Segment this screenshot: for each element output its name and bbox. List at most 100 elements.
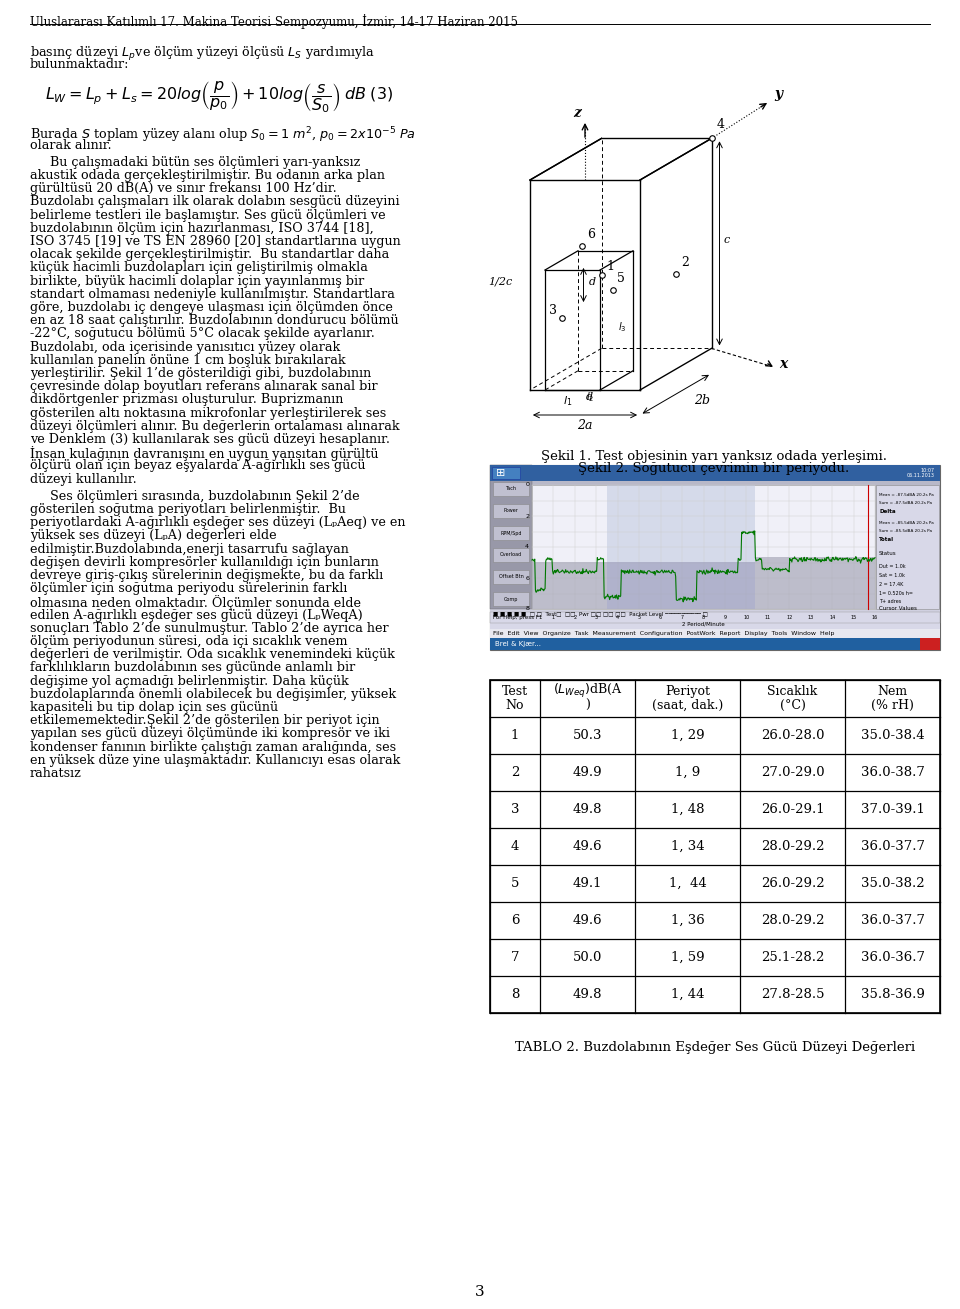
Text: göre, buzdolabı iç dengeye ulaşması için ölçümden önce: göre, buzdolabı iç dengeye ulaşması için…: [30, 301, 393, 314]
Text: Burada $S$ toplam yüzey alanı olup $S_0=1$ $m^2$, $p_0=2x10^{-5}$ $Pa$: Burada $S$ toplam yüzey alanı olup $S_0=…: [30, 126, 416, 145]
Text: periyotlardaki A-ağırlıklı eşdeğer ses düzeyi (LₚAeq) ve en: periyotlardaki A-ağırlıklı eşdeğer ses d…: [30, 516, 405, 529]
Text: 10: 10: [743, 615, 750, 620]
Text: 49.1: 49.1: [573, 877, 602, 890]
Text: 9: 9: [724, 615, 727, 620]
Text: 16: 16: [872, 615, 878, 620]
Bar: [608, 486, 755, 609]
Text: 28.0-29.2: 28.0-29.2: [760, 914, 825, 927]
Text: değerleri de verilmiştir. Oda sıcaklık venemindeki küçük: değerleri de verilmiştir. Oda sıcaklık v…: [30, 648, 395, 661]
Text: 28.0-29.2: 28.0-29.2: [760, 840, 825, 853]
Text: Tach: Tach: [506, 487, 516, 491]
Text: değişen devirli kompresörler kullanıldığı için bunların: değişen devirli kompresörler kullanıldığ…: [30, 556, 379, 569]
Bar: [608, 562, 755, 609]
Text: Status: Status: [879, 551, 897, 556]
Text: 4: 4: [716, 118, 725, 131]
Text: kondenser fanının birlikte çalıştığı zaman aralığında, ses: kondenser fanının birlikte çalıştığı zam…: [30, 741, 396, 754]
Text: $L_W = L_p + L_s = 20log\left(\dfrac{p}{p_0}\right) + 10log\left(\dfrac{s}{S_0}\: $L_W = L_p + L_s = 20log\left(\dfrac{p}{…: [45, 80, 394, 115]
Text: gürültüsü 20 dB(A) ve sınır frekansı 100 Hz’dir.: gürültüsü 20 dB(A) ve sınır frekansı 100…: [30, 182, 337, 195]
Text: 49.6: 49.6: [573, 914, 602, 927]
Text: Bu çalışmadaki bütün ses ölçümleri yarı-yanksız: Bu çalışmadaki bütün ses ölçümleri yarı-…: [30, 156, 360, 169]
Text: Şekil 2. Soğutucu çevrimin bir periyodu.: Şekil 2. Soğutucu çevrimin bir periyodu.: [578, 462, 850, 475]
Text: ölçümler için soğutma periyodu sürelerinin farklı: ölçümler için soğutma periyodu sürelerin…: [30, 583, 348, 596]
Text: 26.0-28.0: 26.0-28.0: [760, 729, 825, 742]
Text: (°C): (°C): [780, 699, 805, 712]
Text: Buzdolabı çalışmaları ilk olarak dolabın sesgücü düzeyini: Buzdolabı çalışmaları ilk olarak dolabın…: [30, 195, 399, 208]
Text: 3: 3: [475, 1285, 485, 1299]
Text: 5: 5: [511, 877, 519, 890]
Text: 1: 1: [607, 260, 614, 274]
Text: 50.3: 50.3: [573, 729, 602, 742]
Text: 2: 2: [681, 257, 688, 270]
Text: $(L_{Weq})$dB(A: $(L_{Weq})$dB(A: [553, 682, 622, 700]
Text: standart olmaması nedeniyle kullanılmıştır. Standartlara: standart olmaması nedeniyle kullanılmışt…: [30, 288, 395, 301]
Bar: [493, 504, 529, 518]
Text: etkilememektedir.Şekil 2’de gösterilen bir periyot için: etkilememektedir.Şekil 2’de gösterilen b…: [30, 715, 379, 728]
Bar: [755, 556, 875, 609]
Text: Mean = -85.5dBA 20.2s Pa: Mean = -85.5dBA 20.2s Pa: [879, 521, 934, 525]
Text: 36.0-37.7: 36.0-37.7: [860, 914, 924, 927]
Text: yüksek ses düzeyi (LₚA) değerleri elde: yüksek ses düzeyi (LₚA) değerleri elde: [30, 529, 276, 542]
Text: 4: 4: [616, 615, 619, 620]
Text: 7: 7: [511, 952, 519, 963]
Text: Şekil 1. Test objesinin yarı yanksız odada yerleşimi.: Şekil 1. Test objesinin yarı yanksız oda…: [541, 450, 887, 463]
Text: Ses ölçümleri sırasında, buzdolabının Şekil 2’de: Ses ölçümleri sırasında, buzdolabının Şe…: [30, 490, 360, 503]
Text: değişime yol açmadığı belirlenmiştir. Daha küçük: değişime yol açmadığı belirlenmiştir. Da…: [30, 674, 348, 687]
Bar: [876, 486, 939, 609]
Text: 6: 6: [525, 576, 529, 580]
Text: farklılıkların buzdolabının ses gücünde anlamlı bir: farklılıkların buzdolabının ses gücünde …: [30, 661, 355, 674]
Text: kapasiteli bu tip dolap için ses gücünü: kapasiteli bu tip dolap için ses gücünü: [30, 702, 278, 713]
Text: $l_3$: $l_3$: [618, 319, 627, 334]
Bar: [490, 619, 940, 630]
Text: z: z: [573, 106, 581, 120]
Bar: [490, 630, 940, 637]
Text: y: y: [775, 88, 782, 101]
Text: Periyot: Periyot: [665, 685, 710, 698]
Bar: [532, 486, 875, 609]
Text: 4: 4: [525, 545, 529, 550]
Text: ⊞: ⊞: [496, 469, 505, 478]
Bar: [920, 637, 940, 651]
Text: 1/2c: 1/2c: [488, 278, 512, 287]
Bar: [493, 548, 529, 562]
Text: For Help, press F1: For Help, press F1: [493, 615, 542, 620]
Text: 36.0-38.7: 36.0-38.7: [860, 766, 924, 779]
Text: Offset Btn: Offset Btn: [498, 575, 523, 580]
Text: 6: 6: [660, 615, 662, 620]
Text: 4: 4: [511, 840, 519, 853]
Text: 7: 7: [681, 615, 684, 620]
Bar: [493, 592, 529, 606]
Text: Uluslararası Katılımlı 17. Makina Teorisi Sempozyumu, İzmir, 14-17 Haziran 2015: Uluslararası Katılımlı 17. Makina Teoris…: [30, 14, 518, 29]
Text: 1, 9: 1, 9: [675, 766, 700, 779]
Bar: [490, 465, 940, 651]
Text: bulunmaktadır:: bulunmaktadır:: [30, 58, 130, 71]
Text: çevresinde dolap boyutları referans alınarak sanal bir: çevresinde dolap boyutları referans alın…: [30, 380, 377, 393]
Text: en yüksek düze yine ulaşmaktadır. Kullanıcıyı esas olarak: en yüksek düze yine ulaşmaktadır. Kullan…: [30, 754, 400, 767]
Text: 2 = 17.4K: 2 = 17.4K: [879, 583, 903, 586]
Text: düzeyi kullanılır.: düzeyi kullanılır.: [30, 473, 136, 486]
Text: $l_2$: $l_2$: [586, 390, 593, 403]
Text: Buzdolabı, oda içerisinde yanısıtıcı yüzey olarak: Buzdolabı, oda içerisinde yanısıtıcı yüz…: [30, 340, 340, 353]
Text: 2: 2: [525, 513, 529, 518]
Text: buzdolaplarında önemli olabilecek bu değişimler, yüksek: buzdolaplarında önemli olabilecek bu değ…: [30, 687, 396, 700]
Text: 15: 15: [851, 615, 856, 620]
Text: Dut = 1.0k: Dut = 1.0k: [879, 564, 905, 569]
Text: 2a: 2a: [577, 419, 592, 432]
Bar: [490, 613, 940, 623]
Text: edilen A-ağırlıklı eşdeğer ses gücü düzeyi (LₚWeqA): edilen A-ağırlıklı eşdeğer ses gücü düze…: [30, 609, 363, 622]
Text: Sum = -87.5dBA 20.2s Pa: Sum = -87.5dBA 20.2s Pa: [879, 501, 932, 505]
Bar: [532, 562, 608, 609]
Bar: [490, 465, 532, 609]
Text: 3: 3: [549, 304, 558, 317]
Bar: [490, 609, 940, 619]
Text: TABLO 2. Buzdolabının Eşdeğer Ses Gücü Düzeyi Değerleri: TABLO 2. Buzdolabının Eşdeğer Ses Gücü D…: [515, 1041, 915, 1054]
Text: 0: 0: [525, 483, 529, 487]
Text: 35.0-38.4: 35.0-38.4: [861, 729, 924, 742]
Text: 8: 8: [525, 606, 529, 611]
Text: yapılan ses gücü düzeyi ölçümünde iki kompresör ve iki: yapılan ses gücü düzeyi ölçümünde iki ko…: [30, 728, 390, 741]
Text: x: x: [780, 357, 788, 372]
Text: birlikte, büyük hacimli dolaplar için yayınlanmış bir: birlikte, büyük hacimli dolaplar için ya…: [30, 275, 364, 288]
Text: d: d: [588, 278, 595, 287]
Bar: [492, 467, 520, 479]
Text: 50.0: 50.0: [573, 952, 602, 963]
Text: ): ): [585, 699, 590, 712]
